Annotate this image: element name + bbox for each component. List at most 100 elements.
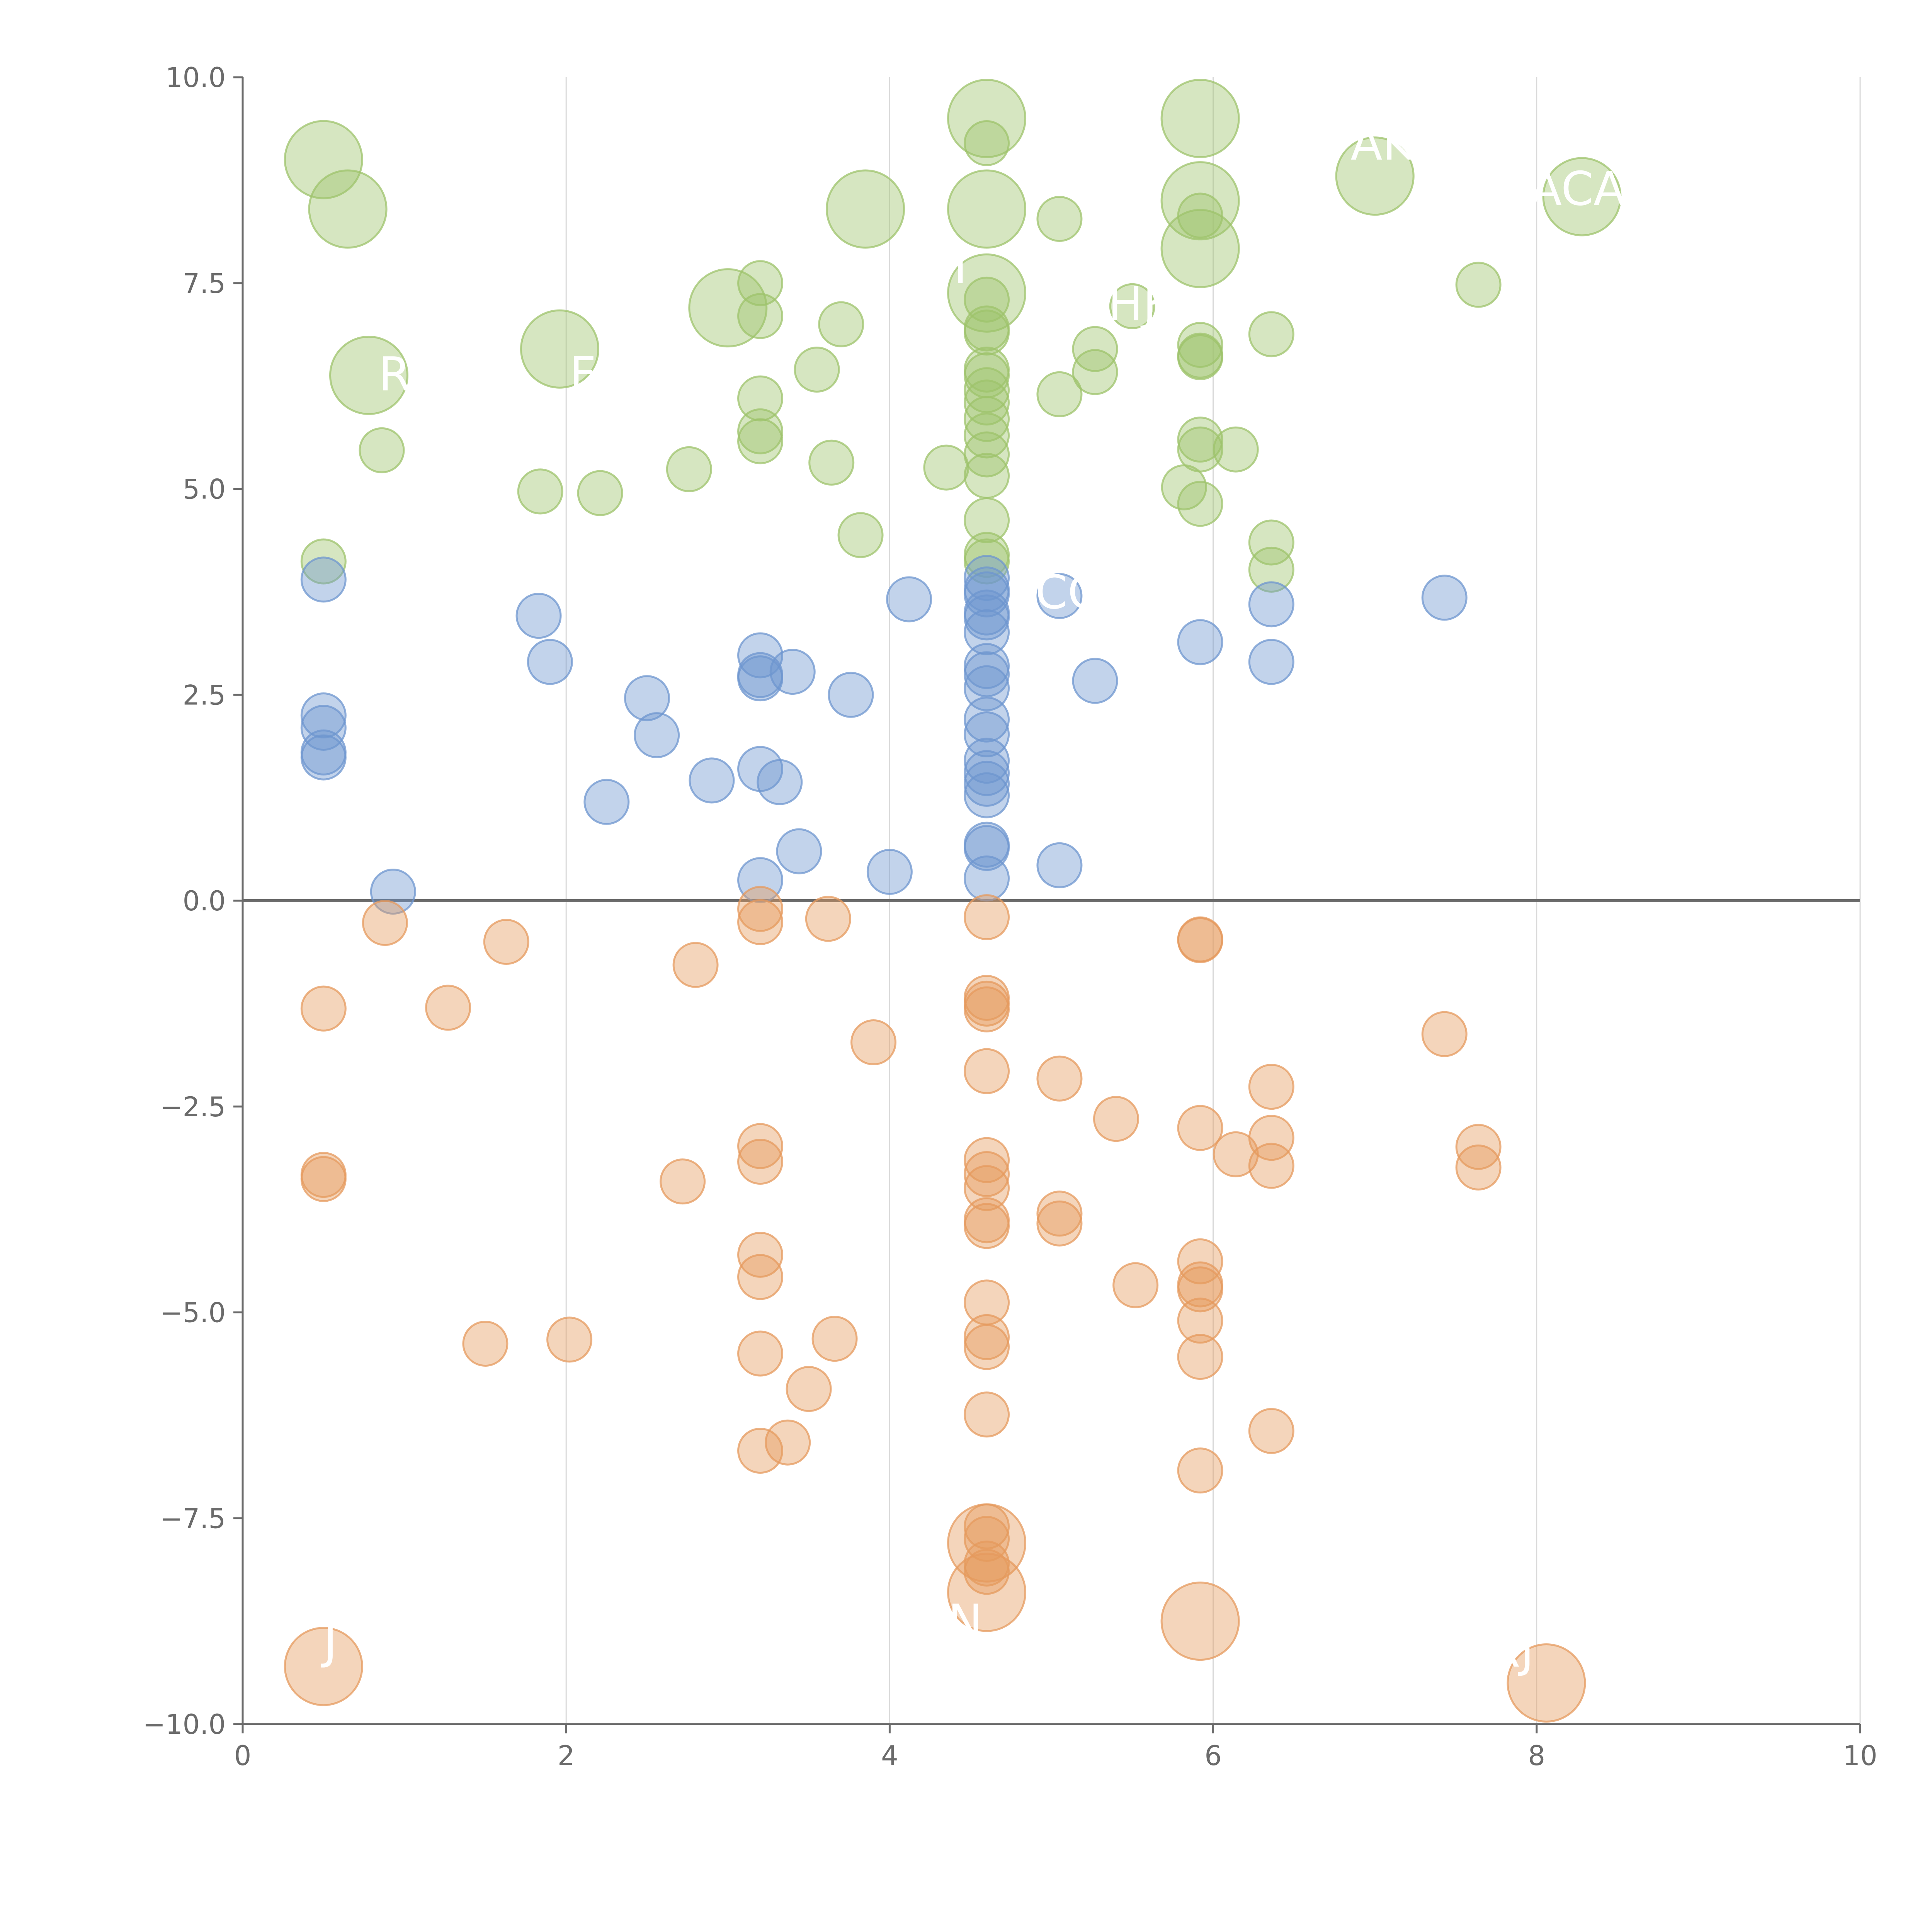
bubble-high: [964, 276, 1010, 323]
bubble-high: [1248, 311, 1294, 357]
bubble-high: [517, 468, 563, 515]
bubble-low: [964, 1165, 1010, 1211]
bubble-low: [1421, 1011, 1468, 1057]
bubble-high: [947, 169, 1027, 249]
bubble-low: [1248, 1143, 1294, 1189]
bubble-high: [964, 310, 1010, 356]
bubble-low: [964, 894, 1010, 940]
bubble-label: AK: [1350, 117, 1414, 171]
bubble-high: [1177, 322, 1223, 368]
bubble-low: [1177, 1334, 1223, 1380]
bubble-mid: [964, 738, 1010, 784]
bubble-low: [737, 899, 784, 945]
bubble-high: [826, 169, 905, 249]
bubble-mid: [300, 692, 347, 739]
y-tick-label: 5.0: [183, 474, 226, 505]
bubble-low: [964, 1314, 1010, 1360]
bubble-high: [964, 412, 1010, 459]
bubble-low: [1177, 1447, 1223, 1494]
bubble-mid: [1072, 658, 1118, 704]
x-tick-label: 2: [558, 1740, 575, 1772]
y-tick-label: 2.5: [183, 679, 226, 711]
bubble-low: [737, 1139, 784, 1185]
bubble-low: [850, 1019, 897, 1066]
bubble-mid: [515, 593, 562, 639]
bubble-high: [1160, 79, 1240, 158]
x-tick-label: 10: [1843, 1740, 1877, 1772]
bubble-high: [737, 260, 784, 306]
bubble-low: [1177, 1266, 1223, 1313]
bubble-mid: [964, 651, 1010, 697]
bubble-mid: [300, 734, 347, 781]
bubble-mid: [769, 649, 816, 695]
bubble-low: [1177, 1298, 1223, 1344]
bubble-low: [1455, 1124, 1502, 1170]
bubble-high: [1036, 371, 1083, 417]
tick-labels: 0 2 4 6 8 10 −10.0 −7.5 −5.0 −2.5 0.0 2.5 5.0 7.5 10.0: [143, 62, 1877, 1772]
bubble-low: [1213, 1131, 1259, 1177]
bubble-high: [300, 538, 347, 585]
bubble-low: [805, 896, 851, 942]
bubble-high: [964, 379, 1010, 426]
bubble-mid: [624, 675, 670, 721]
bubble-mid: [757, 759, 803, 805]
bubble-mid: [583, 779, 630, 825]
bubble-low: [483, 919, 529, 965]
bubble-mid: [964, 609, 1010, 655]
bubble-high: [964, 396, 1010, 442]
bubble-low: [672, 942, 719, 988]
bubble-high: [947, 79, 1027, 158]
bubble-high: [1160, 209, 1240, 288]
bubble-low: [1160, 1582, 1240, 1661]
bubble-label: R: [379, 348, 411, 401]
bubble-low: [964, 1151, 1010, 1197]
bubble-low: [362, 900, 408, 946]
bubble-low: [1036, 1190, 1083, 1237]
bubble-high: [737, 418, 784, 464]
bubble-low: [1177, 1238, 1223, 1284]
bubble-low: [964, 986, 1010, 1032]
bubble-mid: [370, 869, 416, 915]
bubble-label: J: [321, 1616, 337, 1670]
bubble-high: [1072, 349, 1118, 395]
bubble-low: [737, 1123, 784, 1169]
bubble-low: [1177, 1105, 1223, 1151]
bubble-high: [808, 439, 855, 486]
y-tick-label: −5.0: [160, 1297, 226, 1329]
bubble-high: [923, 444, 969, 491]
x-tick-label: 6: [1204, 1740, 1222, 1772]
bubble-low: [947, 1553, 1027, 1632]
bubble-low: [425, 985, 471, 1031]
bubble-high: [1213, 426, 1259, 473]
bubble-low: [1036, 1200, 1083, 1247]
bubble-high: [818, 301, 864, 347]
bubble-low: [947, 1503, 1027, 1583]
bubble-low: [964, 1137, 1010, 1183]
bubble-high: [837, 512, 884, 558]
bubble-high: [1177, 417, 1223, 463]
bubble-low: [1036, 1055, 1083, 1102]
bubble-mid: [1177, 619, 1223, 665]
bubble-mid: [964, 711, 1010, 758]
bubble-low: [964, 1203, 1010, 1249]
bubble-high: [1177, 192, 1223, 239]
bubble-label: P: [1174, 1542, 1202, 1595]
bubble-low: [964, 1391, 1010, 1438]
x-tick-label: 0: [234, 1740, 252, 1772]
bubble-high: [1109, 283, 1155, 329]
y-tick-label: −7.5: [160, 1503, 226, 1534]
bubble-low: [964, 1324, 1010, 1370]
bubble-low: [300, 985, 347, 1032]
bubble-mid: [964, 665, 1010, 711]
bubble-low: [1177, 917, 1223, 963]
bubble-low: [765, 1419, 811, 1466]
bubble-high: [947, 253, 1027, 333]
bubble-low: [1507, 1643, 1586, 1723]
bubble-high: [964, 452, 1010, 499]
bubble-label: T: [946, 241, 975, 294]
bubble-high: [1455, 262, 1502, 308]
bubble-low: [300, 1156, 347, 1202]
bubble-high: [1248, 519, 1294, 566]
bubble-high: [1248, 546, 1294, 593]
bubble-high: [964, 367, 1010, 413]
